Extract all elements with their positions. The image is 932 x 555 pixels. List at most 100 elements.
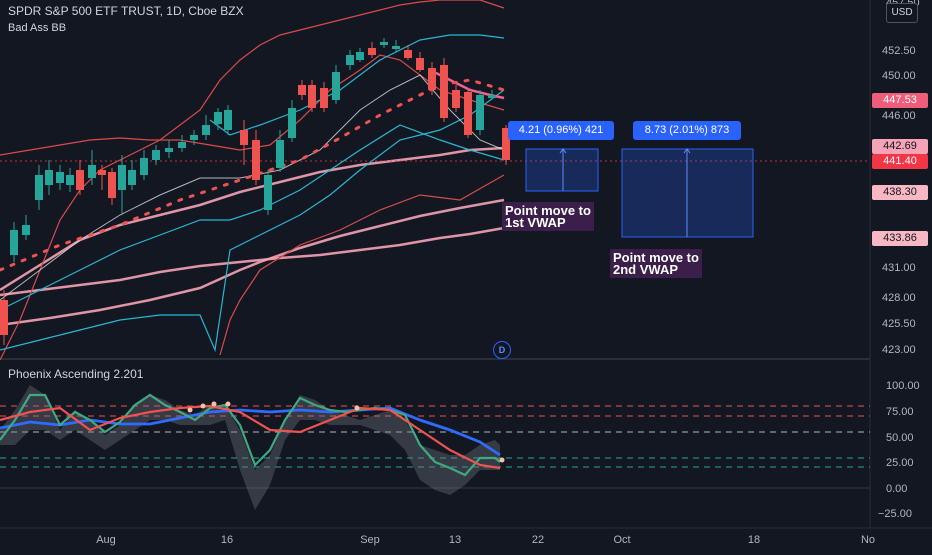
candle-up (488, 95, 496, 98)
bollinger-lower-line (219, 174, 505, 356)
oscillator-dot (211, 401, 217, 407)
note-2nd-vwap-line2: 2nd VWAP (613, 262, 679, 277)
price-tag-vwap-1: 438.30 (872, 185, 928, 200)
candle-down (404, 50, 412, 58)
candle-up (35, 175, 43, 200)
candle-down (98, 170, 106, 175)
candle-down (464, 92, 472, 135)
vwap-lower-line (0, 226, 505, 297)
candle-up (332, 72, 340, 100)
time-axis-label: 18 (748, 534, 760, 546)
candle-up (476, 95, 484, 130)
price-tick-label: 423.00 (882, 344, 916, 356)
price-tick-label: 452.50 (882, 45, 916, 57)
candle-up (56, 172, 64, 183)
note-1st-vwap-line2: 1st VWAP (505, 215, 566, 230)
axis-ticks: 452.50450.00446.00438.30431.00428.00425.… (96, 0, 919, 546)
keltner-lower-line (0, 124, 505, 311)
oscillator-tick-label: 50.00 (886, 432, 914, 444)
price-tick-label: 450.00 (882, 70, 916, 82)
symbol-title[interactable]: SPDR S&P 500 ETF TRUST, 1D, Cboe BZX (8, 4, 244, 18)
oscillator-levels (0, 405, 870, 489)
time-axis-label: Aug (96, 534, 116, 546)
candle-down (0, 300, 8, 335)
candle-down (428, 68, 436, 90)
candle-up (118, 165, 126, 190)
keltner-upper-line (0, 89, 505, 353)
candle-up (346, 55, 354, 65)
price-tick-label: 428.00 (882, 292, 916, 304)
candle-up (190, 135, 198, 140)
price-tick-label: 431.00 (882, 262, 916, 274)
time-axis-label: Oct (613, 534, 630, 546)
price-tick-label: 446.00 (882, 110, 916, 122)
candle-up (276, 140, 284, 168)
candle-up (66, 175, 74, 185)
candle-up (224, 110, 232, 130)
measure-box-1 (525, 148, 599, 192)
oscillator-fast-line (0, 393, 501, 477)
currency-selector[interactable]: USD (886, 3, 918, 23)
candle-down (452, 90, 460, 108)
time-axis-label: 16 (221, 534, 233, 546)
oscillator-slow-line (0, 404, 501, 470)
oscillator-tick-label: −25.00 (878, 508, 912, 520)
oscillator-dot (499, 457, 505, 463)
time-axis-label: 13 (449, 534, 461, 546)
note-2nd-vwap-line1: Point move to (613, 250, 699, 265)
measure-tools[interactable] (525, 148, 754, 238)
candles[interactable] (0, 38, 510, 345)
candle-down (368, 48, 376, 55)
candle-up (88, 165, 96, 178)
candle-down (108, 172, 116, 198)
candle-up (10, 230, 18, 255)
candle-up (288, 108, 296, 138)
oscillator-cloud (0, 385, 500, 510)
candle-up (264, 175, 272, 210)
candle-up (392, 46, 400, 49)
price-tag-last: 441.40 (872, 154, 928, 169)
measure-label-2[interactable]: 8.73 (2.01%) 873 (633, 121, 741, 140)
candle-up (45, 170, 53, 185)
candle-up (356, 52, 364, 60)
candle-up (22, 225, 30, 235)
indicator-name[interactable]: Bad Ass BB (8, 22, 67, 34)
oscillator-signal-line (0, 406, 501, 457)
oscillator-lines (0, 393, 505, 477)
measure-label-1[interactable]: 4.21 (0.96%) 421 (508, 121, 614, 140)
candle-down (240, 130, 248, 145)
oscillator-tick-label: 75.00 (886, 406, 914, 418)
price-tick-label: 425.50 (882, 318, 916, 330)
note-2nd-vwap[interactable]: Point move to 2nd VWAP (610, 249, 702, 278)
time-axis-label: No (861, 534, 875, 546)
note-1st-vwap[interactable]: Point move to 1st VWAP (502, 202, 594, 231)
candle-up (165, 148, 173, 152)
dividend-marker[interactable]: D (493, 341, 511, 359)
oscillator-tick-label: 25.00 (886, 457, 914, 469)
oscillator-tick-label: 100.00 (886, 380, 920, 392)
candle-up (128, 170, 136, 185)
price-tag-vwap-2: 433.86 (872, 231, 928, 246)
price-tag-resistance: 447.53 (872, 93, 928, 108)
candle-down (298, 85, 306, 95)
candle-up (380, 42, 388, 45)
candle-up (152, 150, 160, 160)
measure-arrowhead-1 (559, 148, 567, 154)
candle-down (440, 65, 448, 118)
time-axis-label: Sep (360, 534, 380, 546)
vwap-mid-line (0, 198, 505, 327)
candle-up (214, 112, 222, 124)
oscillator-dot (225, 401, 231, 407)
candle-down (502, 128, 510, 160)
time-axis-label: 22 (532, 534, 544, 546)
candle-down (416, 58, 424, 70)
oscillator-cloud-area (0, 385, 500, 510)
measure-arrowhead-2 (683, 148, 691, 154)
oscillator-title[interactable]: Phoenix Ascending 2.201 (8, 367, 144, 381)
oscillator-tick-label: 0.00 (886, 483, 907, 495)
candle-down (76, 170, 84, 190)
price-tag-vwap: 442.69 (872, 139, 928, 154)
note-1st-vwap-line1: Point move to (505, 203, 591, 218)
